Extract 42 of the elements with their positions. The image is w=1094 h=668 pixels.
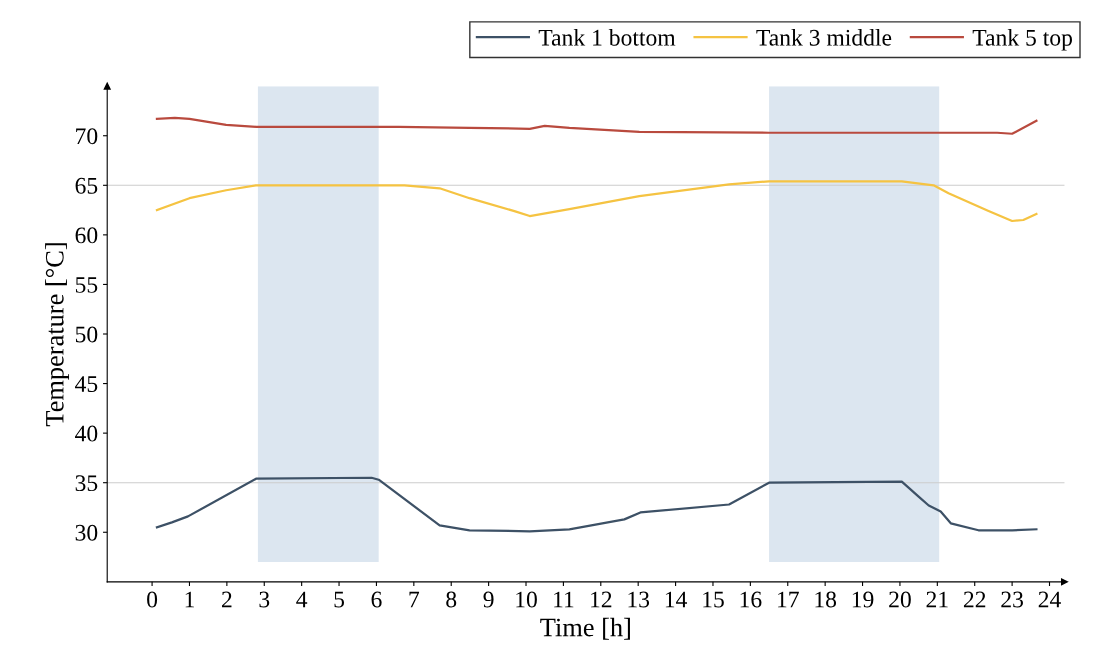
x-tick-label: 15 — [703, 591, 724, 608]
line-series — [155, 476, 1038, 533]
x-tick-label: 19 — [852, 591, 874, 608]
y-tick-label: 55 — [75, 277, 98, 293]
x-tick-label: 17 — [778, 591, 799, 608]
x-tick-label: 6 — [371, 591, 382, 608]
x-tick-label: 13 — [628, 591, 650, 608]
y-tick-label: 30 — [75, 524, 98, 541]
y-tick-label: 45 — [75, 376, 98, 392]
line-series — [155, 180, 1038, 223]
x-tick-label: 5 — [334, 591, 345, 608]
x-tick-label: 9 — [483, 591, 494, 608]
x-tick-label: 14 — [665, 591, 688, 608]
x-tick-label: 2 — [222, 591, 232, 608]
x-tick-label: 23 — [1001, 591, 1023, 608]
x-axis-title: Time [h] — [540, 617, 630, 640]
line-series — [155, 116, 1038, 135]
x-tick-label: 18 — [815, 591, 837, 608]
y-tick-label: 60 — [75, 227, 98, 244]
x-tick-label: 3 — [259, 591, 270, 608]
x-tick-label: 21 — [926, 591, 948, 608]
x-tick-label: 7 — [409, 591, 420, 608]
x-tick-label: 1 — [185, 591, 194, 608]
x-tick-label: 10 — [516, 591, 537, 608]
x-tick-label: 0 — [147, 591, 158, 608]
y-axis-title: Temperature [°C] — [45, 243, 70, 427]
legend-label: Tank 1 bottom — [538, 29, 676, 46]
x-tick-label: 20 — [889, 591, 911, 608]
x-tick-label: 16 — [740, 591, 762, 608]
y-tick-label: 50 — [75, 326, 98, 343]
y-tick-label: 65 — [75, 177, 98, 194]
x-tick-label: 22 — [963, 591, 986, 608]
x-tick-label: 12 — [591, 591, 612, 608]
x-tick-label: 8 — [446, 591, 457, 608]
legend-label: Tank 5 top — [972, 29, 1072, 51]
x-tick-label: 4 — [296, 591, 308, 608]
x-tick-label: 24 — [1038, 591, 1061, 608]
y-tick-label: 70 — [76, 128, 98, 145]
legend-label: Tank 3 middle — [756, 29, 892, 46]
x-tick-label: 11 — [554, 591, 574, 608]
y-tick-label: 35 — [75, 475, 98, 492]
y-tick-label: 40 — [75, 425, 98, 442]
